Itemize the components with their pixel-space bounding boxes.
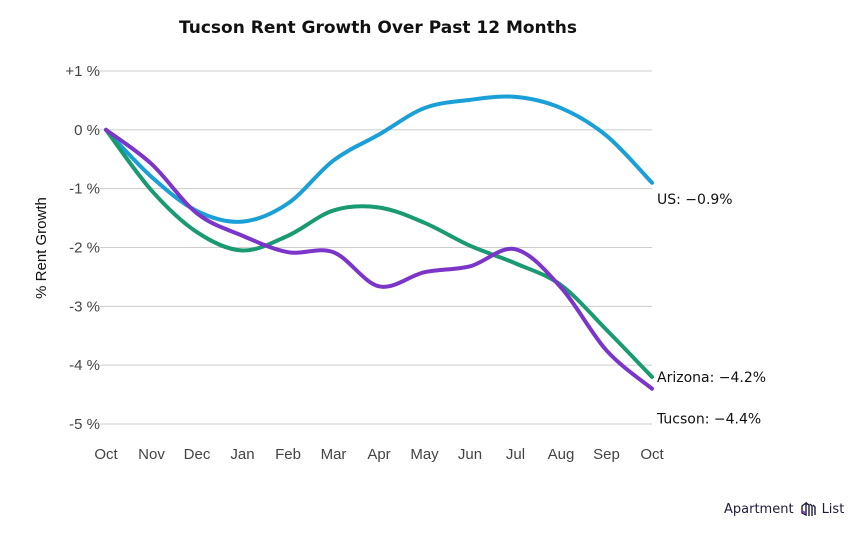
x-tick-label: Feb bbox=[275, 446, 301, 463]
series-lines bbox=[104, 94, 654, 391]
x-tick-label: Nov bbox=[138, 446, 165, 463]
x-tick-label: May bbox=[410, 446, 439, 463]
x-tick-label: Oct bbox=[640, 446, 664, 463]
x-tick-label: Apr bbox=[367, 446, 390, 463]
x-tick-label: Aug bbox=[548, 446, 575, 463]
building-icon bbox=[800, 501, 816, 517]
logo-text-left: Apartment bbox=[724, 501, 794, 517]
y-tick-label: -2 % bbox=[69, 240, 100, 257]
y-tick-label: -3 % bbox=[69, 298, 100, 315]
y-tick-label: -1 % bbox=[69, 181, 100, 198]
series-line-tucson bbox=[104, 127, 654, 391]
end-labels: US: −0.9% Arizona: −4.2% Tucson: −4.4% bbox=[656, 192, 766, 428]
y-axis-label: % Rent Growth bbox=[33, 197, 50, 299]
x-tick-label: Dec bbox=[184, 446, 211, 463]
end-label-arizona: Arizona: −4.2% bbox=[657, 370, 766, 386]
y-tick-label: 0 % bbox=[74, 122, 100, 139]
chart-title: Tucson Rent Growth Over Past 12 Months bbox=[179, 18, 577, 38]
x-tick-label: Sep bbox=[593, 446, 620, 463]
y-axis-ticks: +1 % 0 % -1 % -2 % -3 % -4 % -5 % bbox=[65, 63, 100, 433]
end-label-tucson: Tucson: −4.4% bbox=[656, 412, 761, 428]
y-tick-label: -5 % bbox=[69, 416, 100, 433]
y-tick-label: +1 % bbox=[65, 63, 100, 80]
x-tick-label: Oct bbox=[94, 446, 118, 463]
x-tick-label: Jan bbox=[230, 446, 254, 463]
x-axis-ticks: Oct Nov Dec Jan Feb Mar Apr May Jun Jul Aug Sep Oct bbox=[94, 446, 664, 463]
apartment-list-logo: Apartment List bbox=[724, 500, 844, 518]
y-tick-label: -4 % bbox=[69, 357, 100, 374]
x-tick-label: Jul bbox=[506, 446, 525, 463]
end-label-us: US: −0.9% bbox=[657, 192, 733, 208]
logo-text-right: List bbox=[821, 501, 845, 517]
gridlines bbox=[100, 70, 652, 425]
x-tick-label: Mar bbox=[321, 446, 347, 463]
series-line-arizona bbox=[104, 127, 654, 379]
x-tick-label: Jun bbox=[458, 446, 482, 463]
